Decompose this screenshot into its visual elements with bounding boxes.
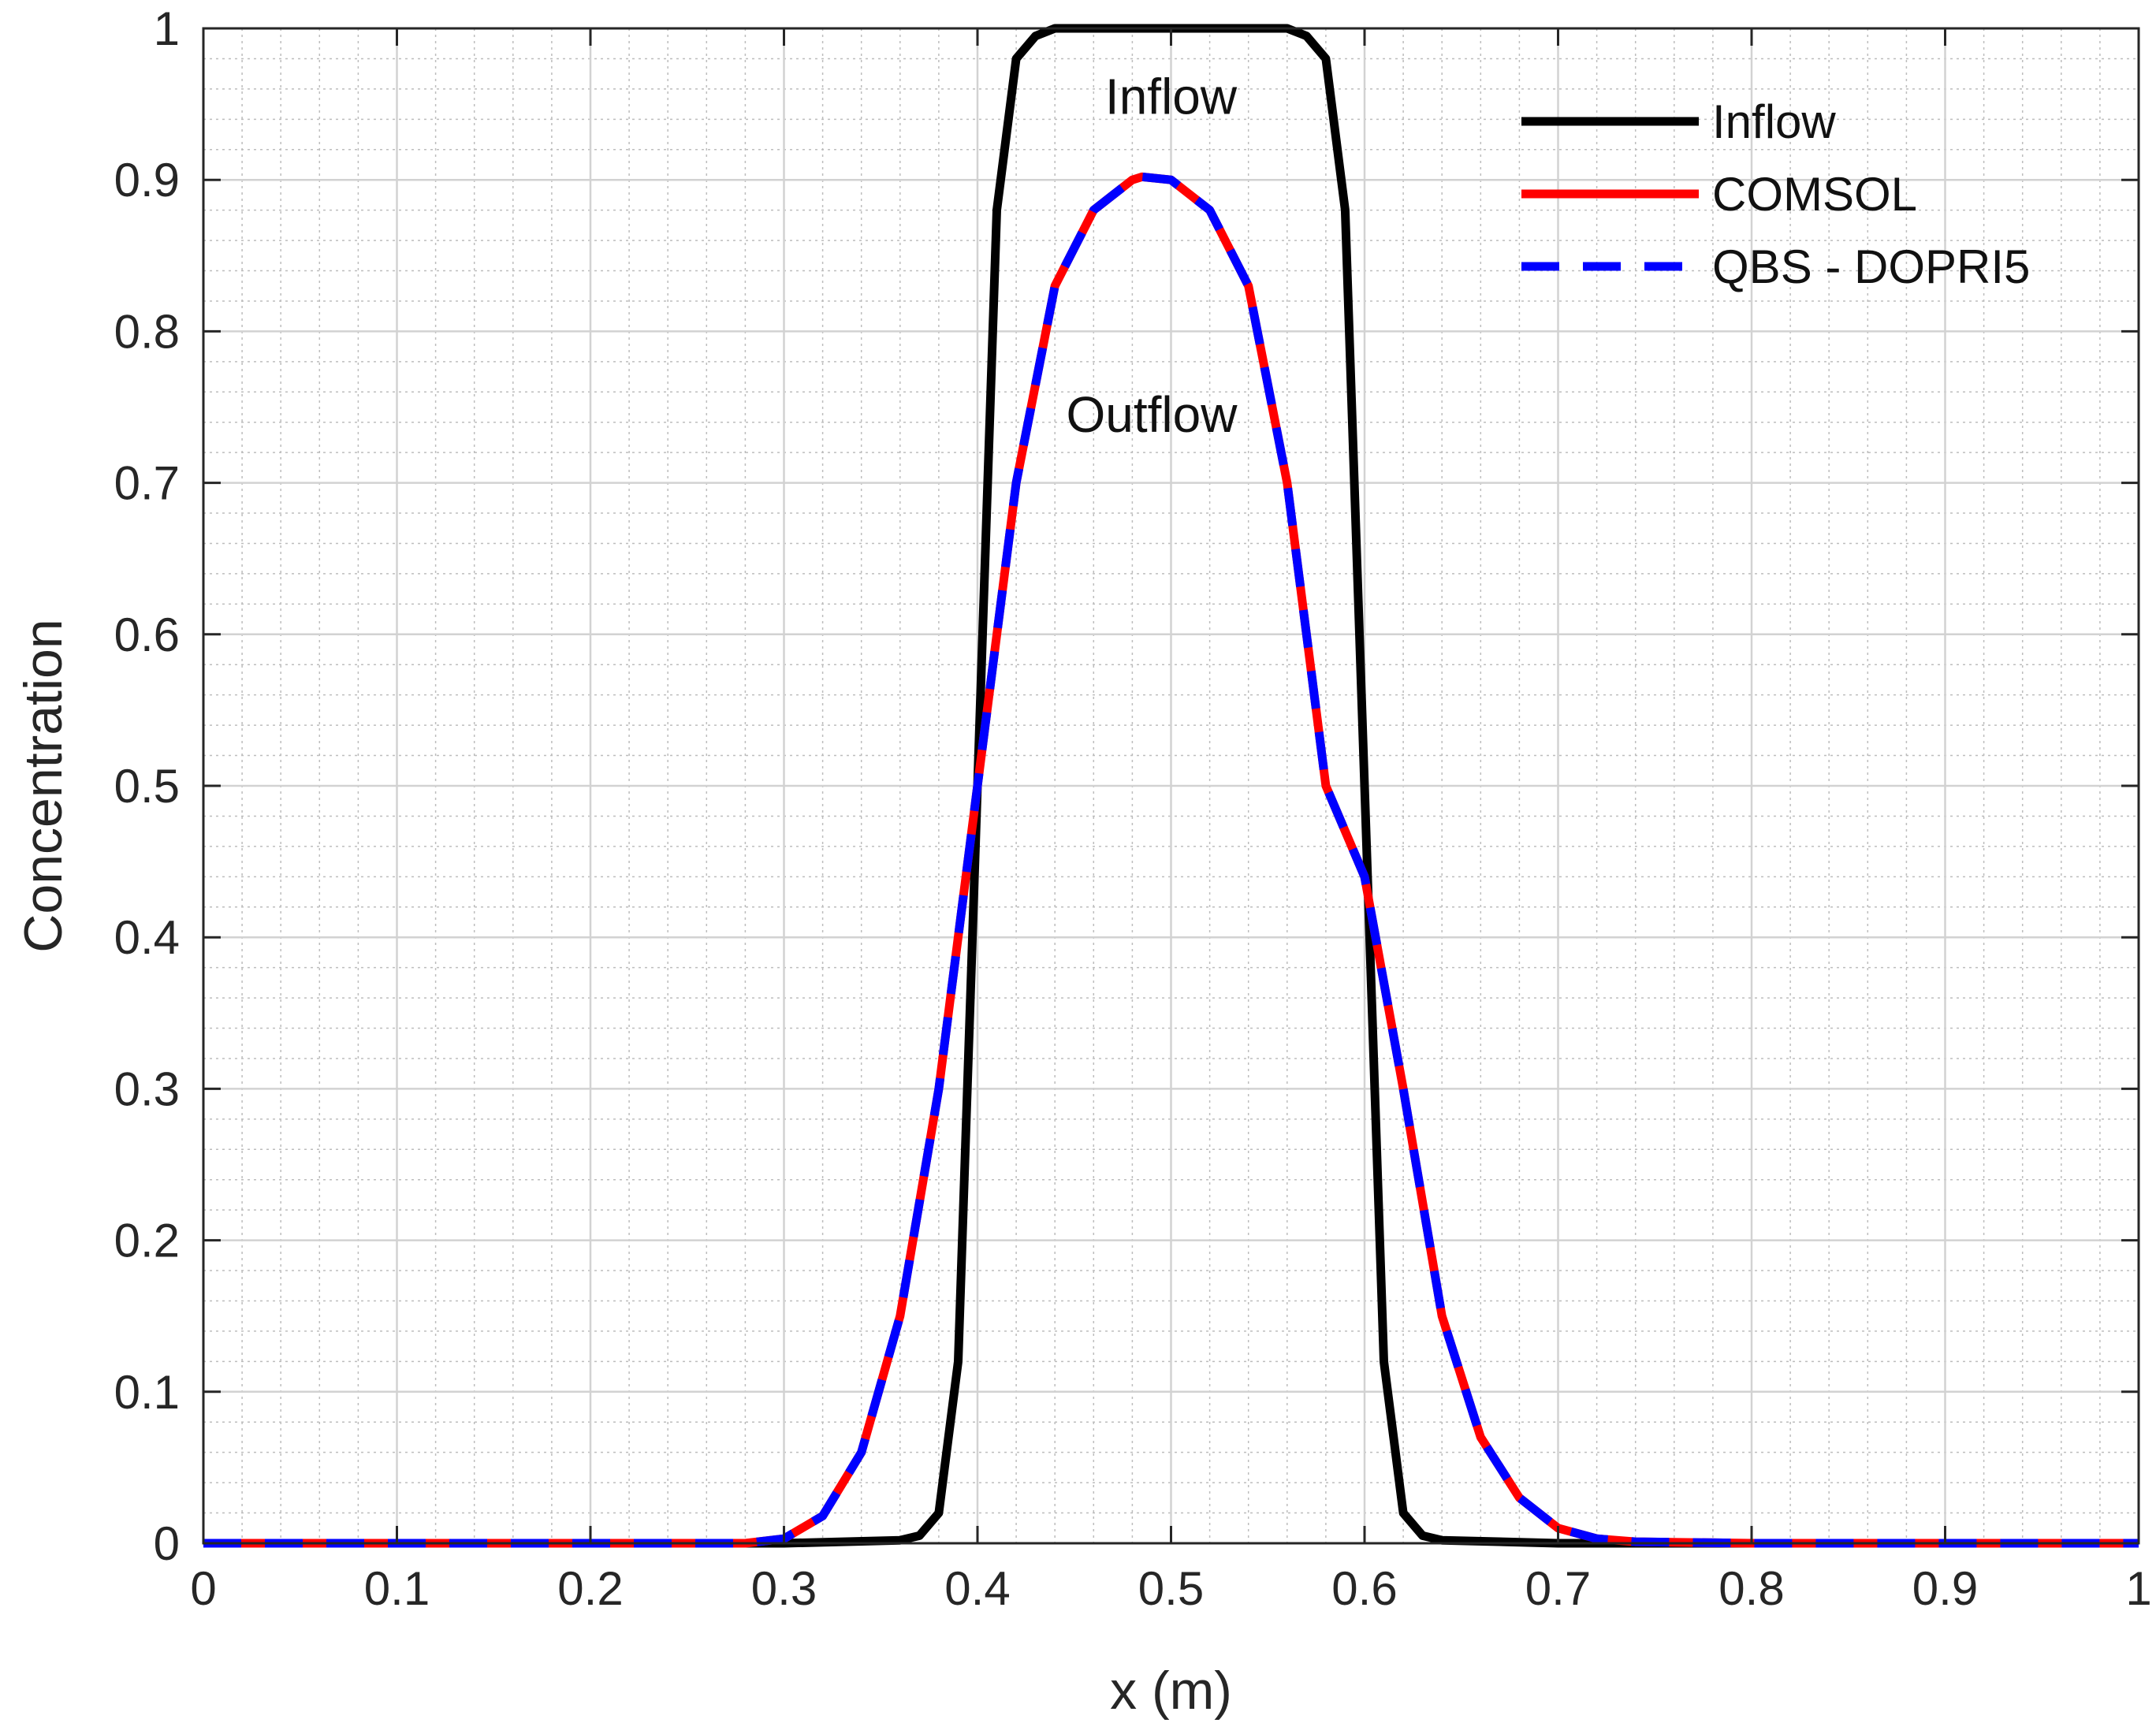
x-tick-label: 0.6: [1331, 1562, 1397, 1615]
x-tick-label: 0.7: [1525, 1562, 1591, 1615]
y-tick-label: 0.1: [114, 1366, 180, 1419]
y-tick-label: 0.8: [114, 305, 180, 358]
annotation-text: Outflow: [1066, 386, 1238, 443]
y-tick-label: 0.6: [114, 608, 180, 661]
annotation-layer: Inflow Outflow: [1066, 68, 1238, 443]
y-tick-label: 0.2: [114, 1215, 180, 1267]
tick-layer: 0 0.1 0.2 0.3 0.4 0.5 0.6 0.7 0.8 0.9 1 0 0.1 0.2 0.3 0…: [114, 2, 2152, 1615]
y-tick-label: 0.7: [114, 457, 180, 510]
x-tick-label: 0.4: [944, 1562, 1010, 1615]
legend-label: QBS - DOPRI5: [1712, 240, 2030, 293]
x-tick-label: 0.5: [1138, 1562, 1204, 1615]
x-tick-label: 1: [2125, 1562, 2151, 1615]
y-tick-label: 0.5: [114, 760, 180, 813]
x-tick-label: 0.9: [1912, 1562, 1978, 1615]
annotation-text: Inflow: [1105, 68, 1238, 125]
y-tick-label: 1: [154, 2, 180, 55]
major-grid: [203, 28, 2139, 1543]
x-tick-label: 0.1: [364, 1562, 430, 1615]
x-tick-label: 0.3: [751, 1562, 817, 1615]
y-tick-label: 0.9: [114, 154, 180, 207]
y-axis-label: Concentration: [13, 619, 73, 952]
legend-label: COMSOL: [1712, 168, 1917, 221]
x-tick-label: 0.2: [557, 1562, 623, 1615]
series-line-3: [203, 172, 2139, 1548]
x-tick-label: 0.8: [1718, 1562, 1784, 1615]
minor-grid: [203, 28, 2139, 1543]
y-tick-label: 0.4: [114, 911, 180, 964]
x-tick-label: 0: [190, 1562, 216, 1615]
y-tick-label: 0.3: [114, 1062, 180, 1115]
legend-label: Inflow: [1712, 95, 1836, 148]
y-tick-label: 0: [154, 1517, 180, 1570]
legend: Inflow COMSOL QBS - DOPRI5: [1521, 95, 2030, 293]
x-axis-label: x (m): [1110, 1661, 1232, 1721]
